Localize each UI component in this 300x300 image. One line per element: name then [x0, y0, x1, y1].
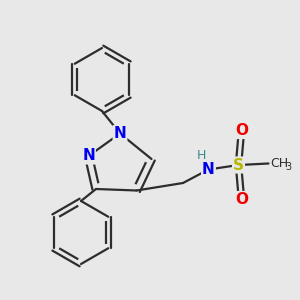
Text: O: O: [235, 123, 248, 138]
Text: O: O: [235, 192, 248, 207]
Text: S: S: [233, 158, 244, 172]
Text: N: N: [202, 162, 215, 177]
Text: H: H: [196, 148, 206, 162]
Text: N: N: [114, 126, 126, 141]
Text: N: N: [82, 148, 95, 164]
Text: CH: CH: [270, 157, 288, 170]
Text: 3: 3: [286, 162, 292, 172]
